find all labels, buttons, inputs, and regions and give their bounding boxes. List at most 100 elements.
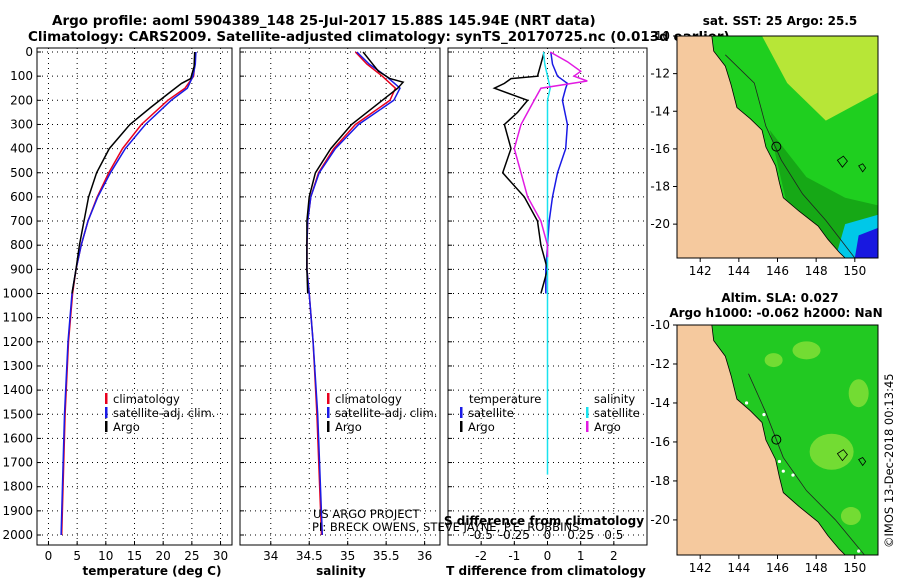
difference-legend: temperature satellite Argo salinity sate… [460, 392, 640, 434]
depth-tick-label: 700 [10, 214, 33, 228]
depth-tick-label: 100 [10, 69, 33, 83]
legend-swatch-s-argo [586, 421, 589, 432]
depth-tick-label: 1400 [2, 383, 33, 397]
reef-outline [836, 449, 867, 467]
salinity-xlabel: salinity [316, 564, 366, 578]
depth-tick-label: 1300 [2, 359, 33, 373]
argo-location-marker [771, 141, 782, 152]
argo-float-dot [857, 549, 861, 553]
x-tick-label: -1 [508, 549, 520, 563]
argo-location-marker [771, 434, 782, 445]
x-tick-label: 0 [45, 549, 53, 563]
difference-panel: -2 -1 0 1 2 [447, 47, 648, 563]
depth-tick-label: 1200 [2, 335, 33, 349]
lon-tick-label: 142 [689, 561, 712, 575]
lon-tick-label: 148 [805, 561, 828, 575]
depth-tick-label: 200 [10, 93, 33, 107]
series-line-argo [71, 51, 196, 294]
legend-label-climatology: climatology [335, 392, 402, 406]
sla-map-title-line2: Argo h1000: -0.062 h2000: NaN [669, 306, 882, 320]
legend-swatch-s-satellite [586, 407, 589, 418]
legend-swatch-argo [105, 421, 108, 432]
legend-swatch-t-argo [460, 421, 463, 432]
legend-label-satellite: satellite-adj. clim. [335, 406, 437, 420]
legend-swatch-argo [327, 421, 330, 432]
series-line-satellite-adj-clim- [306, 51, 401, 536]
lat-tick-label: -18 [650, 180, 670, 194]
depth-tick-label: 1800 [2, 480, 33, 494]
legend-title-salinity: salinity [594, 392, 635, 406]
salinity-panel: 34 34.5 35 35.5 36 [239, 47, 441, 563]
salinity-legend: climatology satellite-adj. clim. Argo [327, 392, 437, 434]
legend-label-s-argo: Argo [594, 420, 621, 434]
credit-line2: PI: BRECK OWENS, STEVE JAYNE, P.E. ROBBI… [312, 520, 579, 534]
x-tick-label: 34.5 [296, 549, 323, 563]
argo-float-dot [777, 459, 782, 464]
legend-label-t-satellite: satellite [468, 406, 514, 420]
sla-map: -10 -12 -14 -16 -18 -20 142 144 146 148 150 [650, 318, 879, 575]
lon-tick-label: 150 [843, 561, 866, 575]
s-tick-label: -0.25 [499, 528, 530, 542]
x-tick-label: -2 [475, 549, 487, 563]
x-tick-label: 10 [98, 549, 113, 563]
legend-label-t-argo: Argo [468, 420, 495, 434]
temperature-legend: climatology satellite-adj. clim. Argo [105, 392, 215, 434]
series-line-salinity-satellite [542, 51, 551, 475]
series-line-temperature-argo [492, 51, 549, 294]
depth-tick-label: 2000 [2, 528, 33, 542]
lon-tick-label: 144 [727, 561, 750, 575]
s-tick-label: -0.5 [469, 528, 492, 542]
legend-label-argo: Argo [113, 420, 140, 434]
lon-tick-label: 148 [805, 264, 828, 278]
depth-tick-label: 1000 [2, 287, 33, 301]
legend-swatch-climatology [327, 393, 330, 404]
x-tick-label: 35 [340, 549, 355, 563]
lon-tick-label: 144 [727, 264, 750, 278]
land-mass [676, 324, 847, 556]
x-tick-label: 35.5 [373, 549, 400, 563]
argo-float-dot [791, 473, 795, 477]
warm-patch [762, 36, 878, 121]
s-tick-label: 0.5 [604, 528, 623, 542]
series-line-salinity-argo [513, 51, 588, 258]
isobath-line [725, 54, 856, 259]
depth-tick-label: 0 [25, 45, 33, 59]
x-tick-label: 34 [263, 549, 278, 563]
sst-map: -10 -12 -14 -16 -18 -20 142 144 146 148 150 [650, 29, 879, 278]
legend-swatch-climatology [105, 393, 108, 404]
x-tick-label: 1 [577, 549, 585, 563]
credit-line1: US ARGO PROJECT [313, 507, 421, 521]
depth-tick-label: 800 [10, 238, 33, 252]
s-tick-label: 0 [544, 528, 552, 542]
lon-tick-label: 146 [766, 264, 789, 278]
lat-tick-label: -16 [650, 435, 670, 449]
legend-swatch-satellite [327, 407, 330, 418]
sst-map-title: sat. SST: 25 Argo: 25.5 [703, 14, 857, 28]
lat-tick-label: -16 [650, 142, 670, 156]
lat-tick-label: -10 [650, 318, 670, 332]
depth-tick-label: 1700 [2, 456, 33, 470]
lat-tick-label: -12 [650, 67, 670, 81]
legend-label-s-satellite: satellite [594, 406, 640, 420]
argo-float-dot [781, 469, 785, 473]
plot-frame [239, 47, 441, 546]
x-tick-label: 2 [610, 549, 618, 563]
lon-tick-label: 142 [689, 264, 712, 278]
imos-timestamp: ©IMOS 13-Dec-2018 00:13:45 [882, 373, 896, 548]
x-tick-label: 36 [417, 549, 432, 563]
lat-tick-label: -14 [650, 104, 670, 118]
figure-title-line1: Argo profile: aoml 5904389_148 25-Jul-20… [52, 13, 596, 29]
s-tick-label: 0.25 [567, 528, 594, 542]
figure-title-line2: Climatology: CARS2009. Satellite-adjuste… [28, 29, 730, 45]
x-tick-label: 5 [73, 549, 81, 563]
depth-tick-label: 1900 [2, 504, 33, 518]
x-tick-label: 20 [156, 549, 171, 563]
sla-high-patch [809, 433, 854, 470]
x-tick-label: 30 [213, 549, 228, 563]
s-difference-label: S difference from climatology [444, 514, 644, 528]
grid [240, 48, 440, 545]
depth-tick-label: 300 [10, 117, 33, 131]
argo-float-dot [744, 401, 749, 405]
x-tick-label: 15 [127, 549, 142, 563]
